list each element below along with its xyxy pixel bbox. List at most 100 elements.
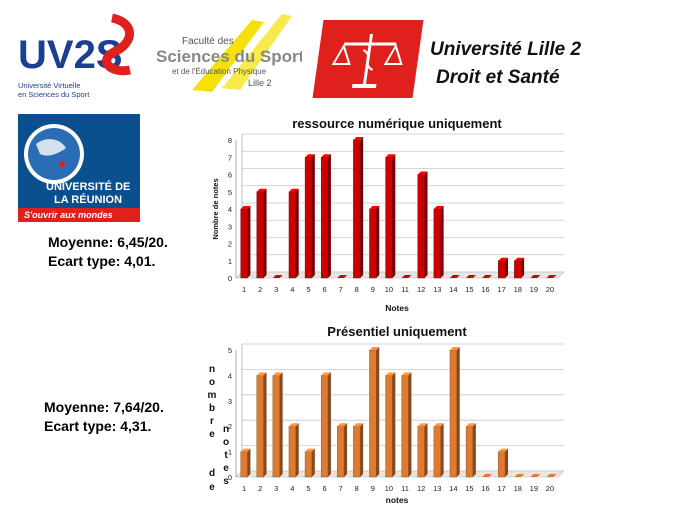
fss-line4: Lille 2 <box>248 78 272 88</box>
bar-front <box>401 375 409 478</box>
y-axis-label-char: e <box>209 482 215 493</box>
bar-front <box>272 375 280 478</box>
y-axis-label-char: n <box>209 364 215 375</box>
globe-icon: UNIVERSITÉ DE LA RÉUNION S'ouvrir aux mo… <box>18 114 140 222</box>
bar <box>256 188 267 279</box>
bar <box>546 474 557 477</box>
lille2-line2: Droit et Santé <box>436 67 560 88</box>
bar-top <box>337 423 348 427</box>
bar <box>433 423 444 478</box>
fss-line3: et de l'Éducation Physique <box>172 67 267 76</box>
bar <box>417 423 428 478</box>
bar-top <box>321 372 331 376</box>
y-axis-label-char: e <box>223 463 229 474</box>
bar-front <box>369 208 377 279</box>
reunion-tagline: S'ouvrir aux mondes <box>24 210 113 220</box>
bar-side <box>424 171 428 278</box>
y-tick-label: 7 <box>228 153 232 162</box>
bar-side <box>392 372 396 477</box>
chart-title: ressource numérique uniquement <box>292 116 502 131</box>
bar-side <box>327 372 331 477</box>
chart-ressource-numerique: ressource numérique uniquement0123456781… <box>211 116 565 313</box>
bar <box>498 448 509 478</box>
bar-top <box>240 206 251 209</box>
reunion-line2: LA RÉUNION <box>54 193 122 206</box>
bar <box>353 423 364 478</box>
bar-side <box>360 137 364 278</box>
x-tick-label: 17 <box>497 484 505 493</box>
scales-icon <box>331 34 403 88</box>
bar-top <box>369 347 380 350</box>
y-axis-label-char: o <box>223 437 229 448</box>
y-axis-label-char: e <box>209 429 215 440</box>
fss-logo: Faculté des Sciences du Sport et de l'Éd… <box>152 10 305 100</box>
bar-side <box>392 154 396 278</box>
y-tick-label: 8 <box>228 136 232 145</box>
bar-side <box>295 423 299 477</box>
y-tick-label: 0 <box>228 473 232 482</box>
x-tick-label: 2 <box>258 285 262 294</box>
bar-top <box>256 372 267 376</box>
bar-front <box>417 174 425 279</box>
bar <box>449 347 460 478</box>
bar-top <box>498 257 509 261</box>
y-tick-label: 4 <box>228 205 232 214</box>
y-tick-label: 1 <box>228 257 232 266</box>
x-axis-label: Notes <box>385 303 409 313</box>
bar <box>240 448 251 478</box>
lille2-text: Université Lille 2 Droit et Santé <box>430 36 581 92</box>
stats-top: Moyenne: 6,45/20. Ecart type: 4,01. <box>48 233 168 271</box>
bar-front <box>256 191 264 279</box>
y-tick-label: 2 <box>228 240 232 249</box>
bar-top <box>305 154 315 158</box>
bar <box>433 206 444 279</box>
x-tick-label: 11 <box>401 285 409 294</box>
bar <box>546 275 557 278</box>
bar <box>514 474 525 477</box>
x-tick-label: 1 <box>242 285 246 294</box>
bar-front <box>256 375 264 478</box>
bar-zero <box>272 275 283 278</box>
x-tick-label: 12 <box>417 285 425 294</box>
bar <box>240 206 251 279</box>
x-tick-label: 6 <box>322 484 326 493</box>
bar <box>401 372 412 478</box>
bar-top <box>321 154 331 158</box>
bar-zero <box>530 275 541 278</box>
bar-top <box>401 372 412 376</box>
bar-front <box>449 349 457 478</box>
bar <box>482 474 492 477</box>
bar-zero <box>530 474 541 477</box>
bar <box>466 275 476 278</box>
bar <box>530 275 541 278</box>
y-tick-label: 0 <box>228 274 232 283</box>
x-tick-label: 15 <box>465 285 473 294</box>
x-tick-label: 6 <box>322 285 326 294</box>
x-tick-label: 18 <box>514 484 522 493</box>
bar <box>417 171 428 279</box>
bar <box>401 275 412 278</box>
bar-top <box>498 448 509 452</box>
bar-side <box>505 257 509 278</box>
x-tick-label: 13 <box>433 484 441 493</box>
bar-side <box>279 372 283 477</box>
bar <box>465 423 476 478</box>
x-tick-label: 10 <box>385 285 393 294</box>
bar-front <box>337 425 345 478</box>
x-tick-label: 3 <box>274 285 278 294</box>
chart-floor <box>235 470 565 478</box>
chart-title: Présentiel uniquement <box>327 324 467 339</box>
bar-top <box>305 448 315 452</box>
bar-side <box>311 448 315 477</box>
bar-top <box>385 372 396 376</box>
y-axis-label-char: o <box>209 377 215 388</box>
bar <box>385 154 396 279</box>
moyenne-top: Moyenne: 6,45/20. <box>48 234 168 250</box>
bar <box>369 206 380 279</box>
y-axis-label-char: t <box>224 450 228 461</box>
x-tick-label: 15 <box>465 484 473 493</box>
bar-front <box>320 375 329 478</box>
bar-side <box>311 154 315 278</box>
bar-zero <box>546 275 557 278</box>
